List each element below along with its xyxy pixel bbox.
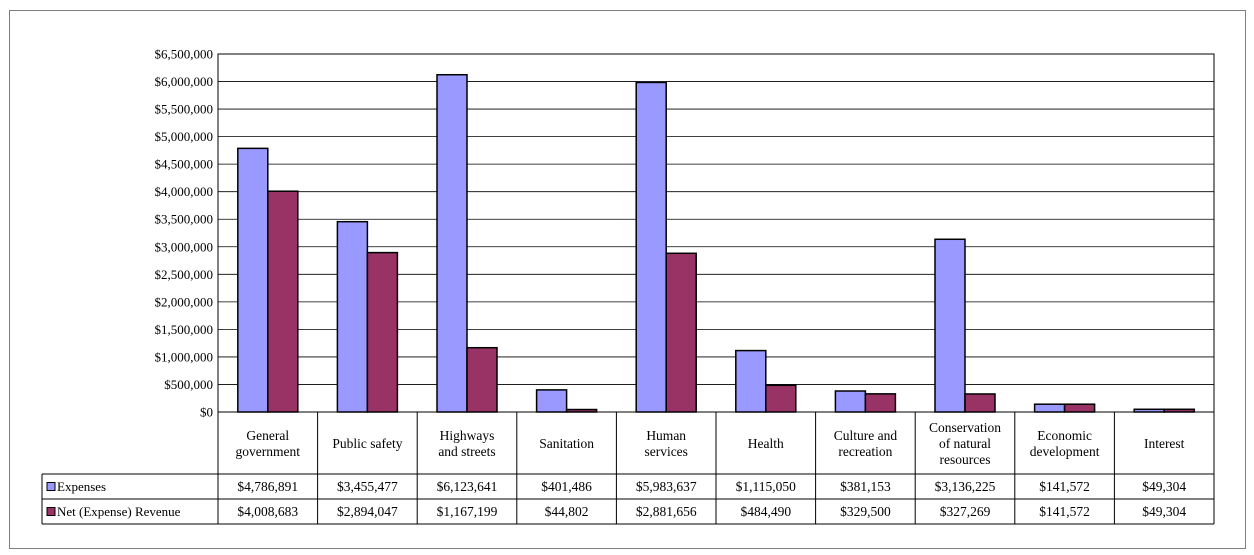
category-label: Sanitation [539,436,594,451]
bar-net-revenue [864,393,897,413]
series-name: Net (Expense) Revenue [57,504,181,519]
bar-expenses [635,81,667,413]
data-table-value: $3,136,225 [935,479,996,494]
data-table-value: $1,167,199 [437,504,498,519]
data-table-value: $6,123,641 [437,479,498,494]
category-label: General [246,428,289,443]
data-table-value: $141,572 [1039,479,1090,494]
bar-expenses [1133,408,1165,413]
category-label: Conservation [929,420,1001,435]
bar-net-revenue [1163,408,1195,413]
bar-net-revenue [1063,403,1096,413]
bar-net-revenue [366,251,399,413]
bar-expenses [735,349,767,413]
data-table-value: $484,490 [740,504,791,519]
y-tick-label: $5,000,000 [155,129,214,144]
data-table-value: $1,115,050 [736,479,796,494]
data-table-value: $4,008,683 [237,504,298,519]
y-tick-label: $3,500,000 [155,212,214,227]
data-table-value: $2,894,047 [337,504,398,519]
y-tick-label: $3,000,000 [155,239,214,254]
category-label: development [1030,444,1100,459]
y-tick-label: $1,500,000 [155,322,214,337]
y-tick-label: $4,000,000 [155,184,214,199]
bar-expenses [336,220,369,413]
y-tick-label: $6,500,000 [155,47,214,62]
category-label: Interest [1144,436,1185,451]
data-table-value: $381,153 [840,479,891,494]
y-tick-label: $2,000,000 [155,294,214,309]
series-name: Expenses [57,479,106,494]
data-table-value: $141,572 [1039,504,1090,519]
legend-key [46,482,56,491]
category-label: resources [940,452,991,467]
data-table-value: $49,304 [1142,504,1186,519]
category-label: and streets [438,444,495,459]
bar-expenses [934,238,966,413]
bar-net-revenue [267,190,299,413]
bar-expenses [436,73,468,413]
data-table-value: $44,802 [545,504,589,519]
bar-expenses [834,390,867,413]
data-table-value: $329,500 [840,504,891,519]
y-tick-label: $1,000,000 [155,349,214,364]
y-tick-label: $2,500,000 [155,267,214,282]
category-label: of natural [939,436,991,451]
bar-expenses [535,389,568,413]
data-table-value: $2,881,656 [636,504,697,519]
category-label: Highways [440,428,495,443]
bar-net-revenue [964,393,996,413]
y-tick-label: $4,500,000 [155,157,214,172]
bar-net-revenue [765,384,797,413]
category-label: Culture and [834,428,898,443]
data-table-value: $4,786,891 [237,479,298,494]
bar-expenses [1033,403,1066,413]
data-table-value: $401,486 [541,479,592,494]
category-label: Human [646,428,686,443]
category-label: recreation [838,444,892,459]
category-label: Health [748,436,784,451]
y-tick-label: $6,000,000 [155,74,214,89]
data-table-value: $5,983,637 [636,479,697,494]
category-label: government [236,444,301,459]
data-table-value: $327,269 [940,504,991,519]
bar-net-revenue [565,408,598,413]
y-tick-label: $500,000 [164,377,213,392]
data-table-value: $3,455,477 [337,479,398,494]
category-label: Economic [1037,428,1092,443]
bar-net-revenue [665,252,697,413]
category-label: Public safety [332,436,402,451]
bar-net-revenue [466,346,498,413]
bar-expenses [237,147,269,413]
category-label: services [644,444,687,459]
y-tick-label: $5,500,000 [155,102,214,117]
legend-key [46,507,56,516]
y-tick-label: $0 [200,405,213,420]
data-table-value: $49,304 [1142,479,1186,494]
